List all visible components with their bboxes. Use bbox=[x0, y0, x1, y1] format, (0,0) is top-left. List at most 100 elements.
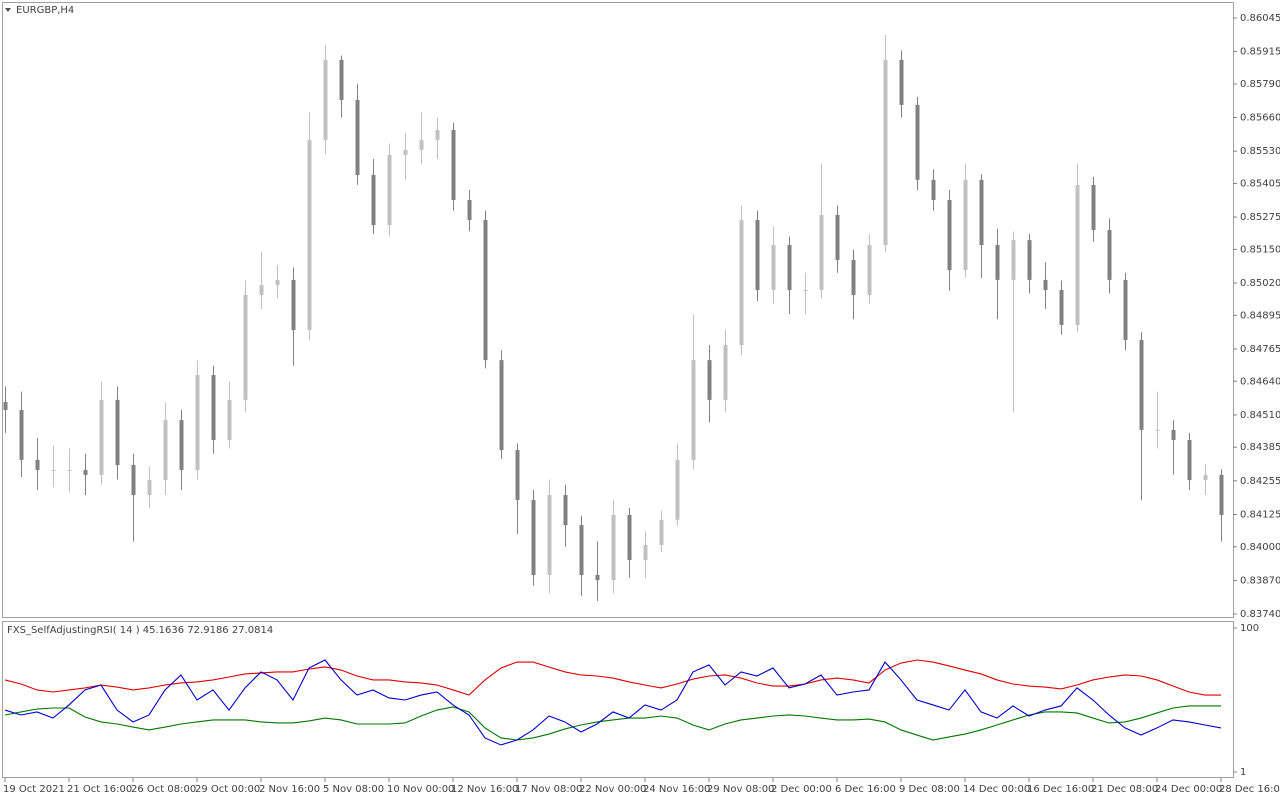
candle-body bbox=[819, 215, 824, 291]
y-tick-label: 0.85530 bbox=[1240, 146, 1280, 157]
candle-body bbox=[691, 360, 696, 460]
candle-body bbox=[371, 174, 376, 226]
y-tick-label: 0.84895 bbox=[1240, 310, 1280, 321]
candle-body bbox=[1203, 474, 1208, 481]
candle-body bbox=[275, 279, 280, 286]
candle-body bbox=[307, 140, 312, 331]
candle-body bbox=[419, 140, 424, 150]
candle-body bbox=[611, 514, 616, 581]
candle-body bbox=[35, 459, 40, 470]
y-tick-label: 0.84125 bbox=[1240, 509, 1280, 520]
candle-body bbox=[115, 399, 120, 466]
symbol-title: EURGBP,H4 bbox=[16, 5, 74, 16]
candle-body bbox=[1187, 439, 1192, 481]
x-tick-label: 12 Nov 16:00 bbox=[451, 784, 518, 795]
x-tick-label: 19 Oct 2021 bbox=[3, 784, 65, 795]
candle-body bbox=[259, 285, 264, 295]
candle-body bbox=[83, 469, 88, 475]
y-tick-label: 0.85660 bbox=[1240, 113, 1280, 124]
candle-body bbox=[947, 200, 952, 271]
candle-body bbox=[995, 245, 1000, 280]
candle-body bbox=[467, 200, 472, 220]
y-tick-label: 0.85915 bbox=[1240, 47, 1280, 58]
candle-body bbox=[451, 129, 456, 201]
candle-body bbox=[99, 399, 104, 475]
y-tick-label: 0.83740 bbox=[1240, 609, 1280, 620]
candle-body bbox=[979, 179, 984, 246]
candle-body bbox=[163, 420, 168, 481]
candle-body bbox=[179, 420, 184, 470]
x-tick-label: 28 Dec 16:00 bbox=[1219, 784, 1280, 795]
y-tick-label: 0.85405 bbox=[1240, 178, 1280, 189]
candle-body bbox=[1107, 230, 1112, 280]
candle-body bbox=[1219, 474, 1224, 515]
candle-body bbox=[547, 495, 552, 575]
x-tick-label: 29 Nov 08:00 bbox=[707, 784, 774, 795]
candle-body bbox=[915, 104, 920, 180]
candle-body bbox=[435, 129, 440, 141]
candle-body bbox=[51, 469, 56, 471]
y-tick-label: 0.84765 bbox=[1240, 344, 1280, 355]
x-tick-label: 21 Oct 16:00 bbox=[67, 784, 132, 795]
candle-body bbox=[867, 245, 872, 295]
indicator-line bbox=[4, 705, 1221, 741]
candle-body bbox=[899, 59, 904, 105]
candle-body bbox=[67, 469, 72, 471]
candle-body bbox=[579, 525, 584, 575]
candle-body bbox=[755, 219, 760, 291]
candle-body bbox=[339, 59, 344, 100]
x-tick-label: 21 Dec 08:00 bbox=[1091, 784, 1158, 795]
candle-body bbox=[739, 219, 744, 346]
candle-body bbox=[1123, 279, 1128, 340]
x-tick-label: 24 Nov 16:00 bbox=[643, 784, 710, 795]
candle-body bbox=[483, 219, 488, 361]
candle-body bbox=[595, 574, 600, 581]
candle-body bbox=[531, 499, 536, 575]
candle-body bbox=[563, 495, 568, 526]
candle-body bbox=[627, 514, 632, 560]
candle-body bbox=[851, 260, 856, 295]
candle-body bbox=[323, 59, 328, 141]
candle-body bbox=[1043, 279, 1048, 291]
candle-body bbox=[659, 519, 664, 545]
y-tick-label: 0.84385 bbox=[1240, 442, 1280, 453]
candle-body bbox=[707, 360, 712, 400]
x-tick-label: 26 Oct 08:00 bbox=[131, 784, 196, 795]
x-tick-label: 9 Dec 08:00 bbox=[899, 784, 960, 795]
x-tick-label: 22 Nov 00:00 bbox=[579, 784, 646, 795]
symbol-menu-arrow[interactable] bbox=[5, 8, 11, 12]
candle-body bbox=[211, 375, 216, 440]
indicator-title: FXS_SelfAdjustingRSI( 14 ) 45.1636 72.91… bbox=[7, 625, 273, 636]
x-tick-label: 2 Nov 16:00 bbox=[259, 784, 320, 795]
x-tick-label: 14 Dec 00:00 bbox=[963, 784, 1030, 795]
main-panel-frame bbox=[2, 2, 1234, 618]
y-tick-label: 0.85020 bbox=[1240, 278, 1280, 289]
candle-body bbox=[243, 294, 248, 400]
y-tick-label: 0.84000 bbox=[1240, 542, 1280, 553]
x-tick-label: 24 Dec 00:00 bbox=[1155, 784, 1222, 795]
candle-body bbox=[147, 480, 152, 496]
candle-body bbox=[1075, 185, 1080, 325]
candle-body bbox=[291, 279, 296, 331]
indicator-panel-frame bbox=[2, 621, 1234, 778]
candle-body bbox=[3, 401, 8, 410]
candle-body bbox=[19, 409, 24, 460]
x-tick-label: 10 Nov 00:00 bbox=[387, 784, 454, 795]
x-tick-label: 17 Nov 08:00 bbox=[515, 784, 582, 795]
candle-body bbox=[963, 179, 968, 271]
candle-body bbox=[1155, 429, 1160, 431]
x-tick-label: 6 Dec 16:00 bbox=[835, 784, 896, 795]
candle-body bbox=[1027, 240, 1032, 280]
x-tick-label: 16 Dec 16:00 bbox=[1027, 784, 1094, 795]
y-tick-label: 0.84640 bbox=[1240, 376, 1280, 387]
candle-body bbox=[227, 399, 232, 440]
candle-body bbox=[883, 59, 888, 246]
y-tick-label: 1 bbox=[1240, 767, 1246, 778]
x-tick-label: 29 Oct 00:00 bbox=[195, 784, 260, 795]
y-tick-label: 100 bbox=[1240, 623, 1259, 634]
y-tick-label: 0.83870 bbox=[1240, 575, 1280, 586]
candle-body bbox=[835, 215, 840, 261]
candle-body bbox=[355, 99, 360, 175]
candle-body bbox=[499, 360, 504, 451]
